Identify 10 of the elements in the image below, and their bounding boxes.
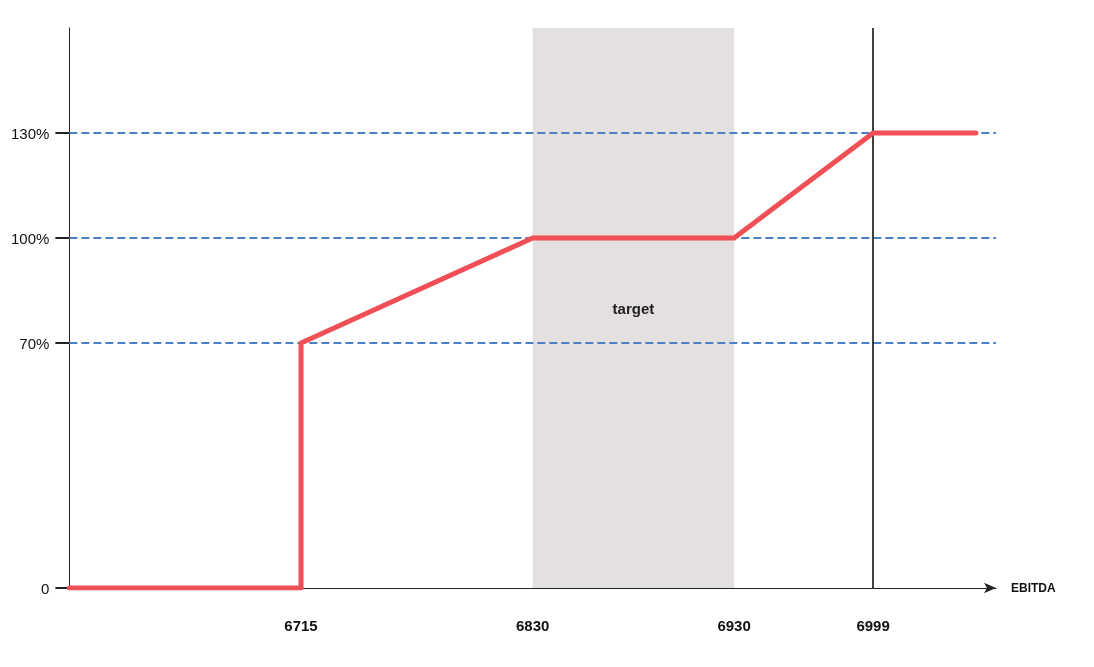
y-tick-label: 70%	[19, 334, 50, 352]
x-tick-label: 6715	[284, 617, 318, 634]
x-tick-label: 6930	[717, 617, 751, 634]
y-tick-label: 130%	[10, 124, 50, 142]
x-axis-title: EBITDA	[1011, 581, 1056, 595]
x-tick-label: 6999	[856, 617, 890, 634]
y-tick-label: 100%	[10, 229, 50, 247]
y-tick-label: 0	[41, 579, 50, 597]
band-label: target	[612, 299, 655, 317]
x-tick-label: 6830	[515, 617, 550, 634]
